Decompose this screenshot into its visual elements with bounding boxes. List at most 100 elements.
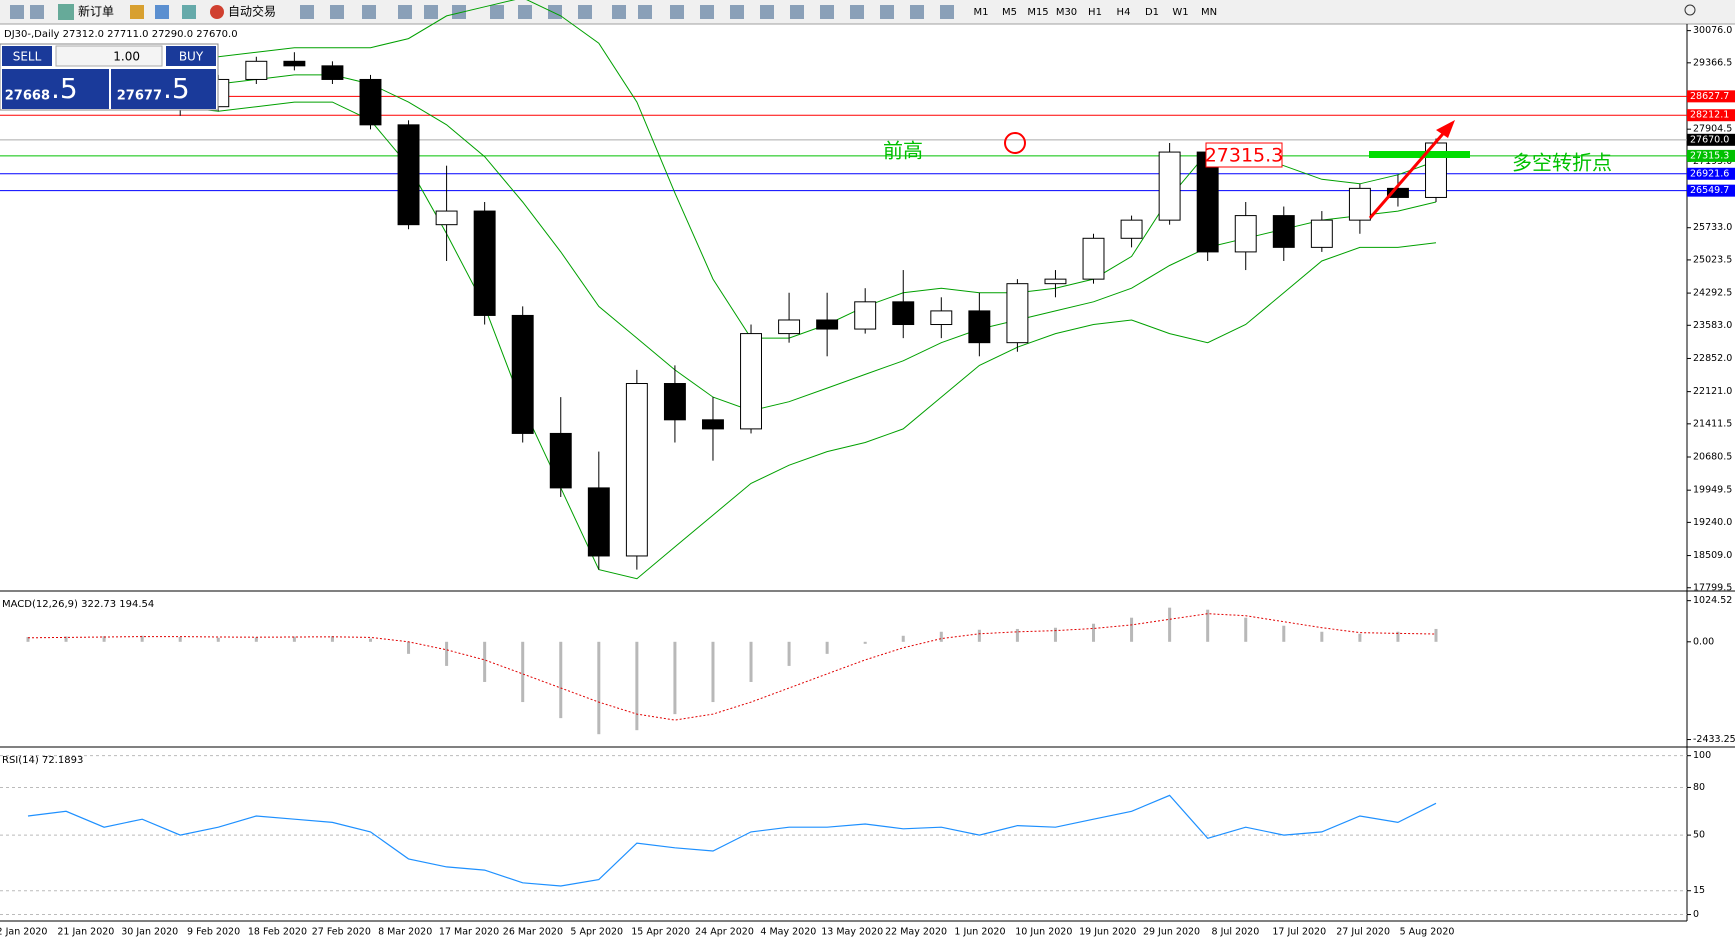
sell-price-box[interactable]	[2, 69, 109, 109]
new-order-button[interactable]: 新订单	[78, 4, 114, 19]
one-click-panel: SELL 1.00 BUY 27668 .5 27677 .5	[0, 43, 219, 111]
x-tick-label: 19 Jun 2020	[1079, 927, 1136, 938]
tool-icon[interactable]	[518, 5, 532, 19]
level-label: 26921.6	[1690, 168, 1729, 179]
level-label: 28627.7	[1690, 91, 1729, 102]
level-tag	[1687, 184, 1735, 197]
y-tick-label: 0	[1693, 909, 1699, 920]
tool-icon[interactable]	[490, 5, 504, 19]
y-tick-label: 100	[1693, 750, 1711, 761]
tool-icon[interactable]	[730, 5, 744, 19]
tool-icon[interactable]	[612, 5, 626, 19]
period-button[interactable]: W1	[1172, 7, 1188, 18]
period-button[interactable]: M5	[1002, 7, 1017, 18]
candle-body	[1158, 151, 1181, 221]
macd-bar	[1396, 631, 1400, 642]
tool-icon[interactable]	[850, 5, 864, 19]
tool-icon[interactable]	[670, 5, 684, 19]
tool-icon[interactable]	[362, 5, 376, 19]
period-button[interactable]: H4	[1117, 7, 1131, 18]
macd-bar	[1168, 607, 1172, 642]
macd-bar	[977, 629, 981, 642]
lots-value[interactable]: 1.00	[113, 50, 140, 64]
tool-icon[interactable]	[638, 5, 652, 19]
macd-bar	[863, 641, 867, 644]
y-tick-label: 15	[1693, 885, 1705, 896]
tool-icon[interactable]	[548, 5, 562, 19]
x-tick-label: 27 Feb 2020	[312, 927, 371, 938]
tool-icon[interactable]	[700, 5, 714, 19]
tool-icon[interactable]	[578, 5, 592, 19]
macd-bar	[1053, 627, 1057, 642]
candle-body	[1348, 187, 1371, 221]
x-tick-label: 8 Jul 2020	[1212, 927, 1260, 938]
macd-bar	[140, 635, 144, 642]
tool-icon[interactable]	[130, 5, 144, 19]
period-button[interactable]: M1	[974, 7, 989, 18]
x-tick-label: 8 Mar 2020	[378, 927, 432, 938]
period-button[interactable]: M30	[1056, 7, 1077, 18]
chart-header: DJ30-,Daily 27312.0 27711.0 27290.0 2767…	[4, 29, 238, 40]
y-tick-label: 50	[1693, 830, 1705, 841]
search-icon[interactable]	[1684, 4, 1696, 16]
y-tick-label: 25733.0	[1693, 222, 1732, 233]
period-button[interactable]: D1	[1145, 7, 1159, 18]
macd-bar	[1282, 625, 1286, 642]
tool-icon[interactable]	[760, 5, 774, 19]
trend-arrow	[1368, 127, 1450, 219]
tool-icon[interactable]	[30, 5, 44, 19]
candle-body	[397, 124, 420, 226]
tool-icon[interactable]	[880, 5, 894, 19]
signal-line	[27, 613, 1437, 721]
tool-icon[interactable]	[790, 5, 804, 19]
tool-icon[interactable]	[398, 5, 412, 19]
x-tick-label: 1 Jun 2020	[954, 927, 1005, 938]
y-tick-label: 19949.5	[1693, 485, 1732, 496]
period-button[interactable]: MN	[1201, 7, 1217, 18]
tool-icon[interactable]	[452, 5, 466, 19]
tool-icon[interactable]	[300, 5, 314, 19]
tool-icon[interactable]	[155, 5, 169, 19]
candle-body	[854, 301, 877, 330]
x-tick-label: 22 May 2020	[885, 927, 947, 938]
level-tag	[1687, 149, 1735, 162]
macd-bar	[1206, 609, 1210, 642]
candle-body	[740, 333, 762, 430]
candle-body	[283, 60, 306, 67]
macd-bar	[178, 636, 182, 642]
level-label: 27670.0	[1690, 134, 1729, 145]
auto-trade-button[interactable]: 自动交易	[228, 4, 276, 19]
candle-body	[587, 487, 610, 557]
tool-icon[interactable]	[182, 5, 196, 19]
period-button[interactable]: H1	[1088, 7, 1102, 18]
tool-icon[interactable]	[940, 5, 954, 19]
tool-icon[interactable]	[330, 5, 344, 19]
auto-trade-icon[interactable]	[210, 5, 224, 19]
macd-bar	[102, 636, 106, 642]
new-order-icon[interactable]	[58, 4, 74, 20]
x-tick-label: 18 Feb 2020	[248, 927, 307, 938]
period-button[interactable]: M15	[1027, 7, 1048, 18]
tool-icon[interactable]	[820, 5, 834, 19]
sell-label[interactable]: SELL	[13, 50, 42, 64]
toolbar-icons	[10, 4, 1696, 19]
lots-input[interactable]	[55, 45, 163, 67]
y-tick-label: 22121.0	[1693, 386, 1732, 397]
macd-bar	[330, 636, 334, 642]
candle-body	[473, 210, 496, 316]
macd-bar	[1434, 628, 1438, 642]
tool-icon[interactable]	[10, 5, 24, 19]
candle-body	[1310, 219, 1333, 248]
x-tick-label: 27 Jul 2020	[1336, 927, 1390, 938]
buy-button[interactable]	[166, 46, 216, 66]
tool-icon[interactable]	[424, 5, 438, 19]
macd-bar	[1015, 628, 1019, 642]
buy-label[interactable]: BUY	[179, 50, 204, 64]
tool-icon[interactable]	[910, 5, 924, 19]
macd-bar	[407, 641, 411, 654]
candle-body	[1234, 215, 1257, 253]
macd-bar	[1358, 633, 1362, 642]
y-tick-label: 20680.5	[1693, 452, 1732, 463]
buy-price-box[interactable]	[111, 69, 216, 109]
sell-button[interactable]	[2, 46, 52, 66]
